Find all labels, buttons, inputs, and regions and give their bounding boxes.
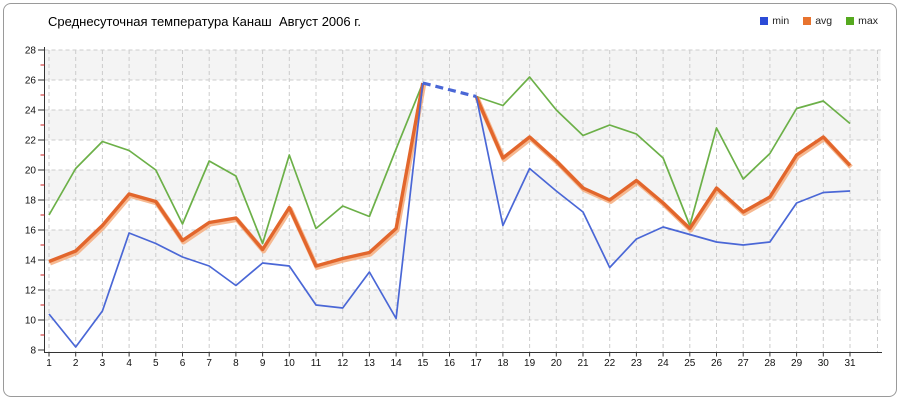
x-tick-label: 27 — [738, 358, 750, 369]
x-tick-label: 9 — [260, 358, 266, 369]
x-tick-label: 6 — [180, 358, 186, 369]
x-tick-label: 13 — [364, 358, 376, 369]
x-tick-label: 19 — [524, 358, 536, 369]
y-tick-label: 26 — [25, 76, 37, 87]
x-tick-label: 15 — [417, 358, 429, 369]
legend-label-avg: avg — [815, 15, 833, 27]
y-tick-label: 22 — [25, 136, 37, 147]
x-tick-label: 31 — [844, 358, 856, 369]
y-tick-label: 10 — [25, 316, 37, 327]
y-tick-label: 8 — [30, 346, 36, 357]
axes — [38, 47, 882, 357]
legend-label-min: min — [772, 15, 790, 27]
x-tick-label: 1 — [46, 358, 52, 369]
x-tick-label: 16 — [444, 358, 456, 369]
legend: min avg max — [760, 15, 878, 27]
series-min-line — [48, 81, 851, 348]
x-tick-label: 8 — [233, 358, 239, 369]
x-tick-label: 20 — [551, 358, 563, 369]
y-tick-label: 16 — [25, 226, 37, 237]
x-tick-label: 14 — [391, 358, 403, 369]
chart-title: Среднесуточная температура Канаш Август … — [48, 14, 361, 29]
y-tick-label: 20 — [25, 166, 37, 177]
legend-item-avg[interactable]: avg — [803, 15, 832, 27]
y-tick-label: 12 — [25, 286, 37, 297]
legend-swatch-min — [760, 17, 769, 25]
legend-swatch-max — [846, 17, 855, 25]
x-tick-label: 30 — [818, 358, 830, 369]
x-tick-label: 23 — [631, 358, 643, 369]
x-tick-label: 26 — [711, 358, 723, 369]
x-tick-label: 29 — [791, 358, 803, 369]
series-max-line — [48, 76, 851, 245]
x-tick-label: 25 — [684, 358, 696, 369]
x-tick-label: 2 — [73, 358, 79, 369]
x-tick-label: 18 — [497, 358, 509, 369]
x-tick-label: 12 — [337, 358, 349, 369]
missing-data-dashed-segment — [422, 81, 477, 99]
y-tick-label: 14 — [25, 256, 37, 267]
x-tick-label: 10 — [284, 358, 296, 369]
x-tick-label: 11 — [311, 358, 322, 369]
y-tick-label: 18 — [25, 196, 37, 207]
series-avg-line — [48, 82, 853, 271]
x-tick-label: 3 — [100, 358, 106, 369]
legend-item-max[interactable]: max — [846, 15, 878, 27]
legend-swatch-avg — [803, 17, 812, 25]
x-tick-label: 24 — [658, 358, 670, 369]
legend-label-max: max — [858, 15, 878, 27]
x-tick-label: 4 — [126, 358, 132, 369]
x-tick-label: 28 — [764, 358, 776, 369]
x-tick-label: 21 — [577, 358, 589, 369]
x-tick-label: 7 — [206, 358, 212, 369]
y-tick-label: 28 — [25, 46, 37, 57]
y-tick-label: 24 — [25, 106, 37, 117]
x-tick-label: 17 — [471, 358, 483, 369]
x-tick-label: 5 — [153, 358, 159, 369]
legend-item-min[interactable]: min — [760, 15, 789, 27]
x-tick-label: 22 — [604, 358, 616, 369]
plot-bands — [44, 50, 881, 320]
